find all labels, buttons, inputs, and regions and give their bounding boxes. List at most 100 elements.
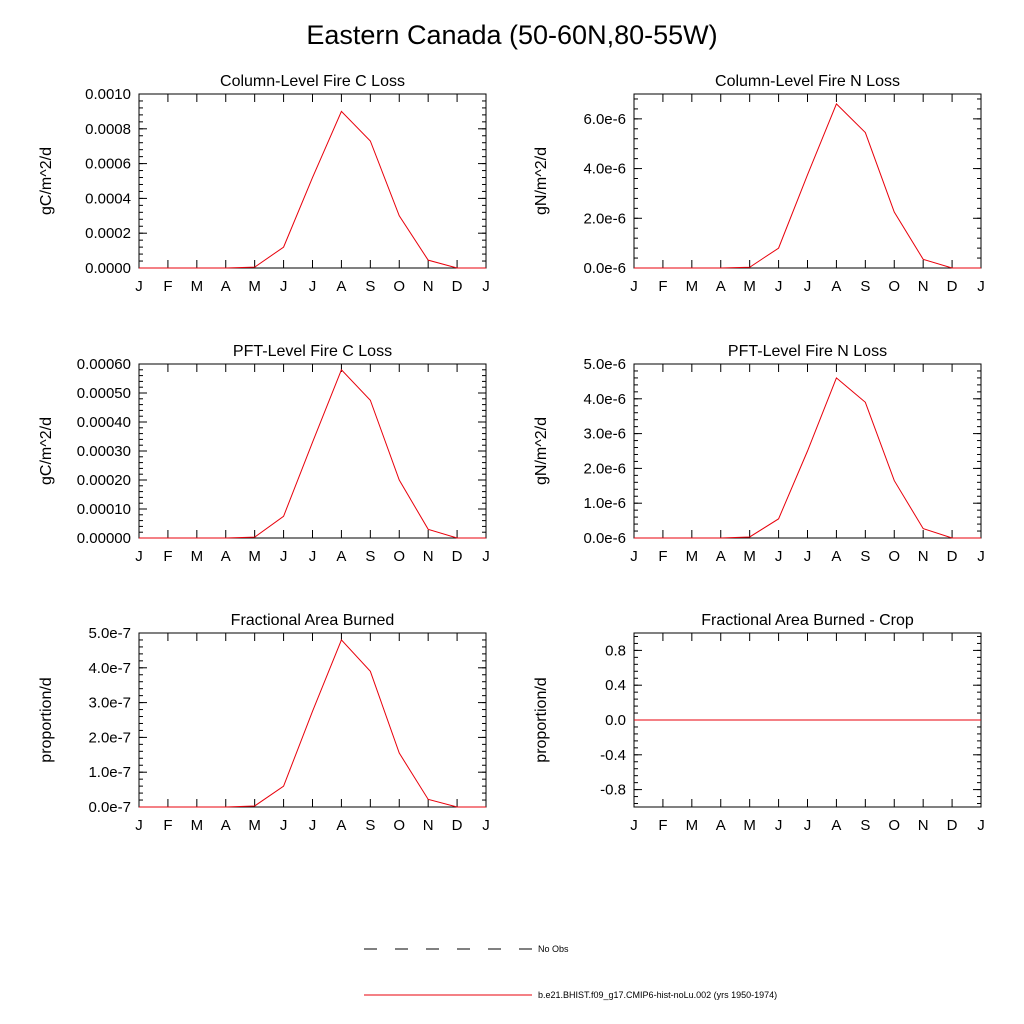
x-tick-label: A [716,817,726,834]
y-tick-label: 0.00000 [77,530,131,547]
x-tick-label: A [336,548,346,565]
x-tick-label: M [191,817,204,834]
x-tick-label: O [393,548,405,565]
x-tick-label: D [452,817,463,834]
x-tick-label: F [163,548,172,565]
y-tick-label: 0.0002 [85,225,131,242]
y-tick-label: 1.0e-7 [88,764,131,781]
x-tick-label: A [336,817,346,834]
x-tick-label: J [804,548,812,565]
x-tick-label: A [221,548,231,565]
y-axis-label: gC/m^2/d [38,417,55,485]
y-axis-label: gC/m^2/d [38,147,55,215]
y-tick-label: 2.0e-6 [583,210,626,227]
x-tick-label: J [977,278,985,295]
x-tick-label: M [686,278,699,295]
x-tick-label: S [860,278,870,295]
x-tick-label: O [888,548,900,565]
x-tick-label: J [630,817,638,834]
x-tick-label: N [423,817,434,834]
x-tick-label: D [452,278,463,295]
plot-frame [138,93,487,269]
x-tick-label: J [309,817,317,834]
y-tick-label: 0.00040 [77,414,131,431]
y-tick-label: 0.0e-6 [583,260,626,277]
x-tick-label: J [135,548,143,565]
x-tick-label: D [452,548,463,565]
y-tick-label: -0.8 [600,782,626,799]
chart-title: Fractional Area Burned [231,612,395,629]
y-tick-label: 0.0e-7 [88,799,131,816]
x-tick-label: J [280,278,288,295]
x-tick-label: D [947,548,958,565]
x-tick-label: J [482,278,490,295]
x-tick-label: M [248,278,261,295]
y-tick-label: 2.0e-7 [88,729,131,746]
x-tick-label: M [686,548,699,565]
y-tick-label: 1.0e-6 [583,495,626,512]
x-tick-label: J [135,817,143,834]
y-tick-label: 0.4 [605,677,626,694]
x-tick-label: N [918,817,929,834]
x-tick-label: J [804,278,812,295]
x-tick-label: J [309,278,317,295]
chart-title: PFT-Level Fire C Loss [233,343,392,360]
chart-title: Fractional Area Burned - Crop [701,612,914,629]
x-tick-label: J [482,548,490,565]
y-tick-label: 6.0e-6 [583,111,626,128]
x-tick-label: J [775,817,783,834]
x-tick-label: S [365,548,375,565]
x-tick-label: O [393,817,405,834]
y-tick-label: 0.00020 [77,472,131,489]
plot-frame [138,632,487,808]
y-tick-label: 0.0006 [85,156,131,173]
y-tick-label: 4.0e-6 [583,161,626,178]
figure-title: Eastern Canada (50-60N,80-55W) [306,20,718,50]
y-tick-label: 0.00030 [77,443,131,460]
y-tick-label: 0.0 [605,712,626,729]
y-axis-label: gN/m^2/d [533,417,550,485]
x-tick-label: F [658,817,667,834]
y-tick-label: 5.0e-7 [88,625,131,642]
x-tick-label: M [248,548,261,565]
y-tick-label: 0.0e-6 [583,530,626,547]
x-tick-label: O [888,817,900,834]
y-tick-label: 0.0010 [85,86,131,103]
x-tick-label: F [658,548,667,565]
x-tick-label: J [775,278,783,295]
y-axis-label: gN/m^2/d [533,147,550,215]
x-tick-label: N [423,548,434,565]
x-tick-label: S [860,548,870,565]
x-tick-label: N [918,278,929,295]
x-tick-label: J [977,548,985,565]
x-tick-label: M [686,817,699,834]
x-tick-label: F [163,817,172,834]
x-tick-label: M [743,548,756,565]
x-tick-label: F [163,278,172,295]
x-tick-label: O [888,278,900,295]
x-tick-label: A [716,548,726,565]
chart-title: PFT-Level Fire N Loss [728,343,887,360]
x-tick-label: M [743,817,756,834]
x-tick-label: N [918,548,929,565]
y-tick-label: 4.0e-6 [583,391,626,408]
plot-frame [138,363,487,539]
x-tick-label: D [947,278,958,295]
x-tick-label: M [743,278,756,295]
x-tick-label: S [365,817,375,834]
y-tick-label: 0.00010 [77,501,131,518]
series-line-1 [139,110,486,269]
y-tick-label: 3.0e-7 [88,695,131,712]
y-tick-label: 5.0e-6 [583,356,626,373]
plot-frame [633,93,982,269]
x-tick-label: J [630,278,638,295]
x-tick-label: N [423,278,434,295]
x-tick-label: A [831,278,841,295]
chart-title: Column-Level Fire C Loss [220,73,405,90]
y-tick-label: 4.0e-7 [88,660,131,677]
